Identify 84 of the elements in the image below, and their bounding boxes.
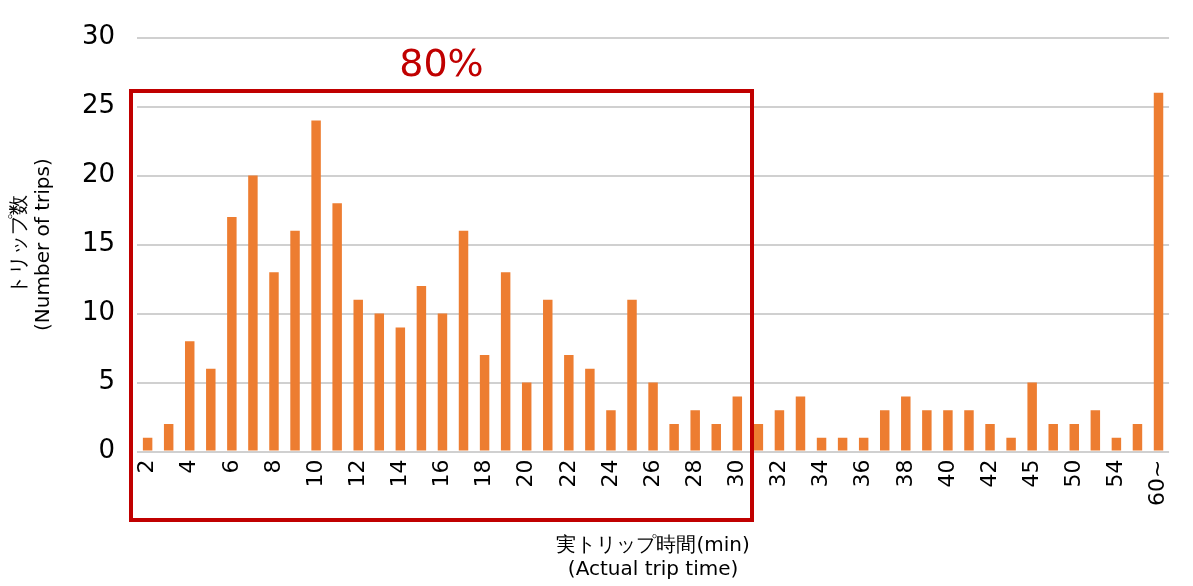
bar [248, 175, 258, 451]
x-tick-label: 30 [723, 459, 749, 488]
bar [1132, 423, 1143, 451]
bar [1111, 437, 1122, 451]
bar [606, 410, 616, 451]
x-tick-label: 60~ [1144, 459, 1170, 507]
bar [732, 396, 743, 451]
bar [1069, 423, 1080, 451]
x-axis-title: 実トリップ時間(min) (Actual trip time) [556, 532, 750, 581]
x-tick-label: 36 [849, 459, 875, 488]
bar [458, 230, 469, 451]
y-tick-label: 30 [81, 20, 116, 51]
bar [585, 368, 595, 451]
bar [711, 423, 721, 451]
bar [774, 410, 785, 451]
bar [142, 437, 153, 451]
bar [648, 382, 658, 451]
x-tick-label: 38 [891, 459, 917, 488]
bar [500, 272, 511, 451]
bar [795, 396, 806, 451]
bar [1048, 423, 1058, 451]
bar [1090, 410, 1101, 451]
bar [1027, 382, 1037, 451]
bar [753, 423, 764, 451]
x-tick-label: 12 [343, 459, 369, 488]
y-tick-label: 20 [81, 158, 116, 189]
x-tick-label: 18 [470, 459, 496, 488]
y-tick-label: 0 [98, 434, 116, 465]
bar [521, 382, 532, 451]
y-axis-title: トリップ数 (Number of trips) [6, 158, 55, 331]
bar [964, 410, 974, 451]
bar [1153, 92, 1164, 451]
bar [311, 120, 321, 451]
x-tick-label: 50 [1060, 459, 1085, 488]
bar [564, 354, 574, 451]
x-tick-label: 8 [259, 459, 285, 474]
bar [374, 313, 385, 451]
y-tick-label: 10 [81, 296, 116, 327]
annotation: 80% [399, 41, 484, 86]
bar [901, 396, 911, 451]
x-tick-label: 40 [933, 459, 959, 488]
bar [669, 423, 679, 451]
bar [479, 354, 490, 451]
x-tick-label: 24 [596, 459, 622, 488]
y-tick-label: 15 [81, 227, 116, 258]
x-tick-label: 28 [680, 459, 706, 488]
bar [353, 299, 363, 451]
bar [627, 299, 637, 451]
bar [985, 423, 995, 451]
bar [543, 299, 553, 451]
bar [816, 437, 827, 451]
bar [837, 437, 848, 451]
y-tick-label: 5 [98, 365, 116, 396]
bar [227, 216, 237, 451]
bar [269, 272, 279, 451]
x-tick-label: 14 [386, 459, 412, 488]
x-tick-label: 42 [975, 459, 1001, 488]
bar [395, 327, 406, 451]
x-tick-label: 6 [217, 459, 243, 474]
bar [858, 437, 869, 451]
bar [437, 313, 448, 451]
bar [1006, 437, 1016, 451]
bar [163, 423, 174, 451]
x-tick-label: 34 [807, 459, 833, 488]
x-tick-label: 16 [428, 459, 454, 488]
x-tick-label: 54 [1102, 459, 1128, 488]
x-tick-label: 4 [175, 459, 201, 474]
bar [879, 410, 890, 451]
bar [943, 410, 953, 451]
x-tick-label: 32 [765, 459, 791, 488]
x-tick-label: 20 [512, 459, 538, 488]
bar [185, 341, 195, 451]
x-tick-label: 45 [1017, 459, 1043, 488]
x-tick-label: 10 [301, 459, 327, 488]
x-tick-label: 2 [133, 459, 159, 474]
x-tick-label: 22 [554, 459, 580, 488]
bar [416, 285, 427, 451]
bar [332, 203, 342, 451]
bar [922, 410, 932, 451]
x-tick-label: 26 [638, 459, 664, 488]
bar [206, 368, 216, 451]
bar [690, 410, 700, 451]
y-tick-label: 25 [81, 89, 116, 120]
bar [290, 230, 300, 451]
